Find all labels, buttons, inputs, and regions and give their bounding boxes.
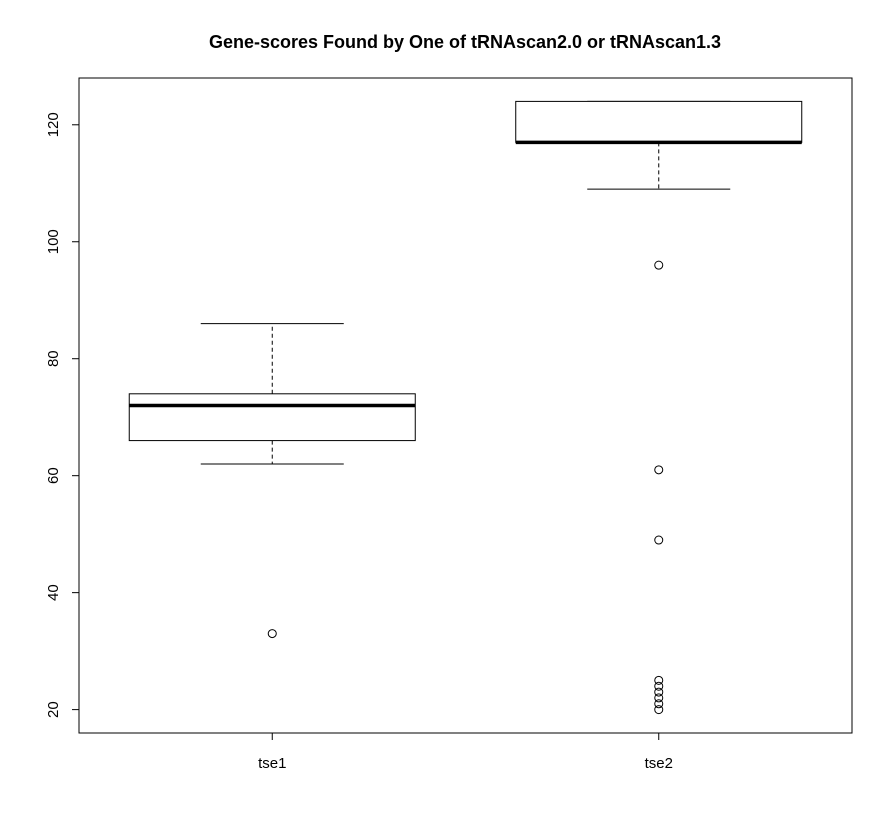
y-tick-label: 80 — [45, 350, 62, 367]
box-iqr — [128, 393, 416, 442]
y-tick-label: 20 — [45, 701, 62, 718]
x-tick-label: tse1 — [258, 755, 286, 772]
box-iqr — [515, 100, 803, 143]
box-tse1 — [128, 323, 416, 639]
y-tick-label: 100 — [45, 229, 62, 254]
outlier-point — [654, 693, 664, 703]
chart-title: Gene-scores Found by One of tRNAscan2.0 … — [209, 32, 721, 52]
outlier-point — [654, 465, 664, 475]
outlier-point — [654, 699, 664, 709]
outlier-point — [654, 260, 664, 270]
outlier-point — [267, 629, 277, 639]
x-axis: tse1 tse2 — [258, 732, 673, 772]
outlier-point — [654, 681, 664, 691]
y-tick-label: 60 — [45, 467, 62, 484]
outlier-point — [654, 705, 664, 715]
box-tse2 — [515, 100, 803, 715]
y-axis: 20 40 60 80 100 120 — [45, 112, 80, 718]
outlier-point — [654, 675, 664, 685]
y-tick-label: 40 — [45, 584, 62, 601]
y-tick-label: 120 — [45, 112, 62, 137]
x-tick-label: tse2 — [645, 755, 673, 772]
outlier-point — [654, 687, 664, 697]
outlier-point — [654, 535, 664, 545]
boxes — [128, 100, 803, 715]
